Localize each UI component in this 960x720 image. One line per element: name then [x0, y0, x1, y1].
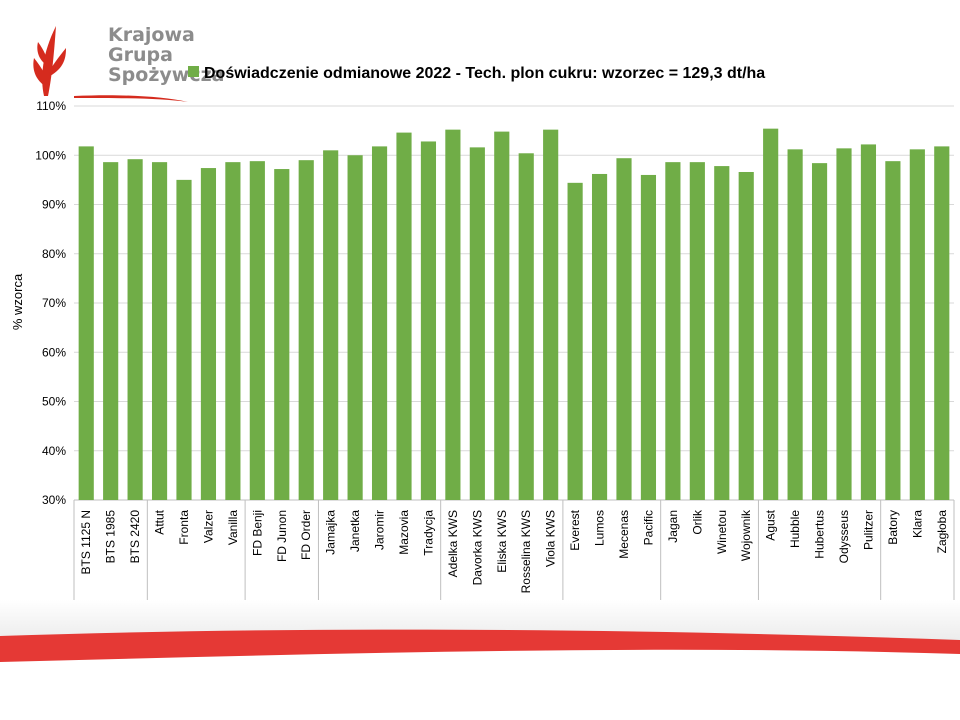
- legend-label: Doświadczenie odmianowe 2022 - Tech. plo…: [204, 65, 765, 82]
- x-tick-label: BTS 2420: [128, 510, 142, 564]
- y-tick-label: 100%: [35, 148, 66, 162]
- bar: [518, 153, 534, 500]
- x-tick-label: Hubertus: [813, 510, 827, 559]
- bar: [543, 129, 559, 500]
- x-tick-label: Davorka KWS: [470, 510, 484, 585]
- x-tick-label: Batory: [886, 510, 900, 545]
- bar: [811, 163, 828, 500]
- x-tick-label: BTS 1985: [104, 510, 118, 564]
- bars: [78, 128, 950, 501]
- x-tick-label: Valzer: [201, 510, 215, 543]
- y-tick-label: 110%: [36, 99, 66, 113]
- bar: [176, 179, 192, 500]
- bar: [323, 150, 339, 500]
- x-tick-label: Vanilla: [226, 510, 240, 545]
- bar: [714, 166, 730, 500]
- x-tick-label: Lumos: [593, 510, 607, 546]
- x-tick-label: Wojownik: [739, 509, 753, 561]
- y-tick-label: 50%: [42, 395, 66, 409]
- y-tick-label: 60%: [42, 345, 66, 359]
- bar: [689, 162, 705, 500]
- x-tick-label: Mazovia: [397, 510, 411, 555]
- bar: [78, 146, 94, 500]
- bar: [445, 129, 461, 500]
- bar: [787, 149, 803, 500]
- x-tick-label: Mecenas: [617, 510, 631, 559]
- decorative-bottom-band: [0, 600, 960, 662]
- legend-swatch: [188, 66, 199, 77]
- bar-chart: 30% 40% 50% 60% 70% 80% 90% 100% 110% BTS 1125 N…: [10, 65, 955, 632]
- bar: [934, 146, 950, 500]
- bar: [249, 161, 265, 500]
- bar: [347, 155, 363, 500]
- bar: [225, 162, 241, 500]
- x-tick-label: Pacific: [641, 510, 655, 545]
- x-tick-label: Jamajka: [324, 510, 338, 555]
- bar: [298, 160, 314, 501]
- bar: [371, 146, 388, 500]
- legend: Doświadczenie odmianowe 2022 - Tech. plo…: [188, 65, 765, 82]
- x-tick-label: FD Benji: [250, 510, 264, 556]
- wheat-logo-icon: [33, 26, 66, 96]
- x-tick-label: Viola KWS: [544, 510, 558, 567]
- y-axis-title: % wzorca: [10, 273, 25, 330]
- bar: [860, 144, 877, 501]
- x-tick-label: Jaromir: [373, 510, 387, 550]
- x-tick-label: Everest: [568, 509, 582, 550]
- bar: [103, 162, 119, 500]
- bar: [151, 162, 168, 500]
- x-tick-label: Janetka: [348, 510, 362, 552]
- x-tick-label: Odysseus: [837, 510, 851, 563]
- bar: [127, 159, 143, 500]
- bar: [909, 149, 925, 500]
- x-tick-label: Klara: [910, 510, 924, 538]
- bar: [274, 169, 290, 501]
- x-tick-label: Fronta: [177, 510, 191, 545]
- logo-line-1: Krajowa: [108, 24, 195, 46]
- bar: [396, 132, 412, 500]
- bar: [665, 162, 681, 500]
- company-logo: Krajowa Grupa Spożywcza: [30, 18, 224, 104]
- x-tick-label: BTS 1125 N: [79, 510, 93, 574]
- gridlines: [74, 105, 954, 501]
- x-tick-label: Adelka KWS: [446, 510, 460, 577]
- x-axis-category-labels: BTS 1125 N BTS 1985 BTS 2420 Attut Fronta Val…: [79, 509, 949, 593]
- bar: [200, 168, 217, 500]
- bar: [738, 171, 754, 500]
- bar: [567, 182, 583, 500]
- y-tick-label: 70%: [42, 296, 66, 310]
- logo-swoosh: [74, 95, 188, 102]
- y-axis-ticks: 30% 40% 50% 60% 70% 80% 90% 100% 110%: [35, 99, 66, 507]
- x-tick-label: FD Order: [299, 510, 313, 560]
- x-tick-label: Zagłoba: [935, 510, 949, 554]
- bar: [640, 174, 657, 500]
- bar: [494, 131, 510, 501]
- x-tick-label: Tradycja: [421, 510, 435, 556]
- y-tick-label: 90%: [42, 198, 66, 212]
- bar: [469, 147, 485, 500]
- x-tick-label: Pulitzer: [861, 510, 875, 550]
- x-tick-label: Orlik: [690, 509, 704, 535]
- y-tick-label: 40%: [42, 444, 66, 458]
- y-tick-label: 30%: [42, 493, 66, 507]
- x-tick-label: Hubble: [788, 510, 802, 548]
- y-tick-label: 80%: [42, 247, 66, 261]
- x-tick-label: Agust: [764, 509, 778, 540]
- bar: [420, 141, 437, 500]
- x-tick-label: Eliska KWS: [495, 510, 509, 573]
- bar: [836, 148, 852, 501]
- x-tick-label: FD Junon: [275, 510, 289, 562]
- logo-line-2: Grupa: [108, 44, 173, 66]
- bar: [763, 128, 779, 500]
- x-tick-label: Attut: [153, 509, 167, 534]
- bar: [885, 161, 901, 500]
- x-tick-label: Winetou: [715, 510, 729, 554]
- bar: [591, 173, 608, 500]
- x-tick-label: Rosselina KWS: [519, 510, 533, 593]
- bar: [616, 158, 632, 500]
- x-tick-label: Jagan: [666, 510, 680, 543]
